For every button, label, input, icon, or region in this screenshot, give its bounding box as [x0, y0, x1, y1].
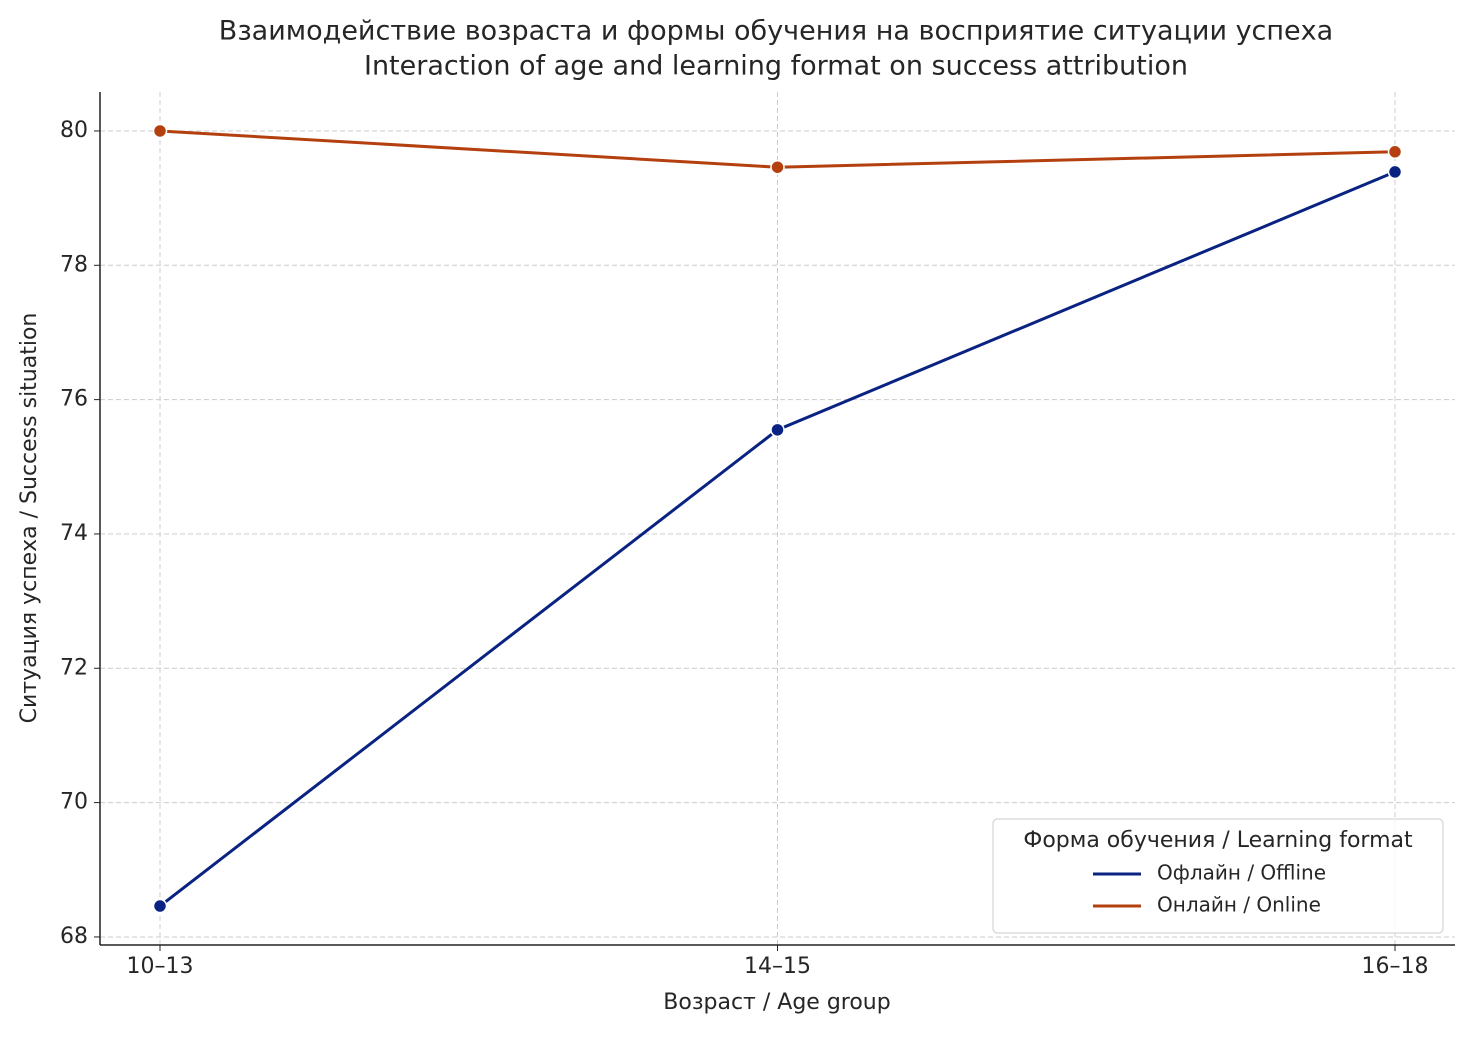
series-line [159, 170, 1396, 908]
x-tick-label: 10–13 [127, 954, 194, 979]
x-tick-label: 14–15 [744, 954, 811, 979]
legend-label: Онлайн / Online [1157, 893, 1321, 917]
data-point [770, 422, 785, 438]
x-axis-label: Возраст / Age group [663, 990, 890, 1015]
y-tick-label: 76 [60, 387, 88, 412]
legend-label: Офлайн / Offline [1157, 861, 1326, 885]
data-point [152, 123, 168, 139]
x-tick-label: 16–18 [1362, 954, 1429, 979]
legend-title: Форма обучения / Learning format [1023, 828, 1413, 853]
data-point [1387, 164, 1403, 180]
chart-title: Взаимодействие возраста и формы обучения… [219, 16, 1333, 47]
data-point [1387, 144, 1403, 160]
chart-subtitle: Interaction of age and learning format o… [364, 51, 1188, 82]
y-tick-label: 70 [60, 790, 88, 815]
y-tick-label: 80 [60, 118, 88, 143]
y-tick-label: 74 [60, 521, 88, 546]
data-point [770, 159, 785, 175]
y-axis-label: Ситуация успеха / Success situation [17, 313, 42, 724]
data-point [152, 898, 168, 914]
y-tick-label: 78 [60, 252, 88, 277]
y-tick-label: 72 [60, 655, 88, 680]
y-tick-label: 68 [60, 924, 88, 949]
